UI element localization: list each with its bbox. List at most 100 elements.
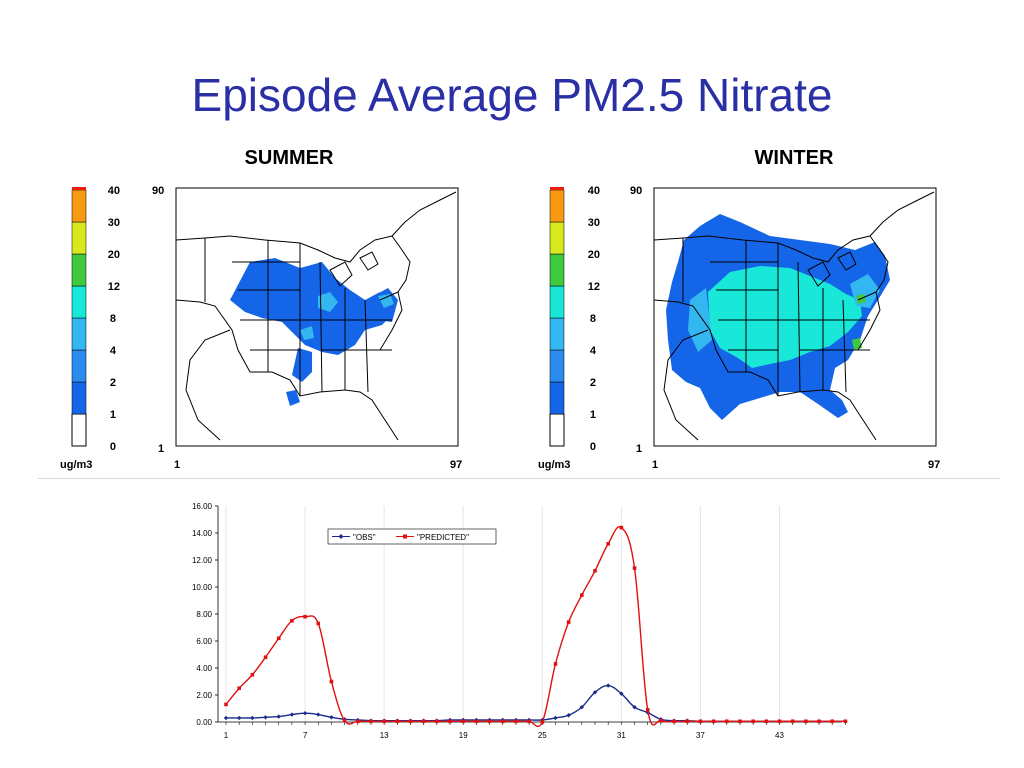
map-y-bottom-label: 1: [636, 443, 642, 455]
obs-data-point: [553, 715, 558, 721]
predicted-data-point: [817, 719, 821, 724]
predicted-data-point: [342, 718, 347, 723]
predicted-data-point: [619, 525, 624, 530]
obs-data-point: [223, 715, 229, 721]
map-y-bottom-label: 1: [158, 443, 164, 455]
predicted-data-point: [369, 719, 373, 724]
predicted-data-point: [435, 719, 439, 724]
predicted-data-point: [790, 719, 795, 724]
predicted-data-point: [606, 542, 610, 546]
nitrate-field-cyan: [318, 292, 338, 312]
colorbar-label-7: 30: [588, 217, 600, 229]
predicted-data-point: [580, 593, 584, 597]
predicted-data-point: [843, 719, 848, 724]
predicted-data-point: [711, 719, 716, 724]
legend-obs-marker: [338, 534, 344, 539]
nitrate-field-cyan-3: [300, 326, 314, 340]
colorbar-label-8: 40: [108, 185, 120, 197]
predicted-data-point: [382, 719, 386, 724]
map-y-top-label: 90: [152, 185, 164, 197]
predicted-data-point: [645, 708, 650, 712]
map-x-left-label: 1: [652, 459, 658, 471]
predicted-data-point: [685, 719, 690, 724]
predicted-data-point: [527, 719, 531, 724]
y-tick-label: 4.00: [196, 664, 212, 673]
predicted-data-point: [777, 719, 782, 724]
colorbar-label-8: 40: [588, 185, 600, 197]
predicted-data-point: [698, 719, 703, 724]
predicted-data-point: [593, 569, 597, 573]
nitrate-field-cyan-2: [378, 294, 394, 308]
nitrate-field-blue-2: [292, 348, 312, 382]
colorbar-swatch-8: [72, 187, 86, 190]
predicted-data-point: [263, 655, 268, 659]
predicted-data-point: [408, 719, 413, 724]
obs-data-point: [289, 712, 295, 717]
obs-data-point: [605, 683, 611, 688]
y-tick-label: 0.00: [196, 718, 212, 727]
predicted-data-point: [672, 719, 676, 724]
legend-predicted-label: "PREDICTED": [417, 533, 469, 542]
legend-obs-label: "OBS": [353, 533, 376, 542]
chart-grid: [225, 506, 780, 722]
section-divider: [38, 478, 1000, 479]
y-tick-label: 10.00: [192, 583, 213, 592]
predicted-data-point: [830, 719, 835, 724]
x-tick-label: 31: [617, 731, 626, 740]
colorbar-label-3: 4: [110, 345, 117, 357]
predicted-data-point: [461, 719, 466, 724]
predicted-data-point: [237, 686, 241, 691]
predicted-data-point: [751, 719, 755, 724]
chart-series: [223, 525, 848, 728]
predicted-data-point: [276, 636, 281, 641]
predicted-series-line: [225, 526, 846, 728]
y-tick-label: 8.00: [196, 610, 212, 619]
predicted-data-point: [764, 719, 769, 724]
y-tick-label: 16.00: [192, 502, 213, 511]
slide-title: Episode Average PM2.5 Nitrate: [191, 69, 833, 121]
predicted-data-point: [448, 719, 452, 724]
nitrate-field-blue-3: [286, 390, 300, 406]
winter-map-panel: 0 1 2 4 8 12 20 30 40 ug/m3 90 1 1 97: [538, 185, 940, 471]
predicted-data-point: [738, 719, 742, 724]
y-tick-label: 14.00: [192, 529, 213, 538]
summer-map-panel: 0 1 2 4 8 12 20 30 40 ug/m3 90 1 1 97: [60, 185, 462, 471]
map-boundaries: [653, 191, 935, 441]
summer-heading: SUMMER: [244, 147, 334, 169]
colorbar-label-2: 2: [590, 377, 596, 389]
obs-data-point: [329, 715, 334, 720]
colorbar-unit: ug/m3: [538, 459, 570, 471]
predicted-data-point: [290, 618, 294, 623]
map-y-top-label: 90: [630, 185, 642, 197]
map-x-left-label: 1: [174, 459, 180, 471]
predicted-data-point: [514, 719, 518, 724]
map-boundaries: [175, 191, 457, 441]
colorbar-label-7: 30: [108, 217, 120, 229]
obs-data-point: [632, 704, 637, 710]
colorbar-label-6: 20: [108, 249, 120, 261]
predicted-data-point: [329, 679, 334, 684]
colorbar-label-1: 1: [590, 409, 596, 421]
predicted-data-point: [553, 662, 558, 666]
y-tick-label: 2.00: [196, 691, 212, 700]
nitrate-field-blue: [230, 258, 395, 355]
colorbar-unit: ug/m3: [60, 459, 92, 471]
colorbar-label-0: 0: [110, 441, 116, 453]
colorbar-swatch-8: [550, 187, 564, 190]
colorbar-label-1: 1: [110, 409, 116, 421]
obs-data-point: [619, 691, 624, 696]
map-x-right-label: 97: [928, 459, 940, 471]
predicted-data-point: [724, 719, 729, 724]
obs-data-point: [276, 714, 281, 719]
colorbar-label-5: 12: [108, 281, 120, 293]
obs-data-point: [236, 715, 242, 721]
x-tick-label: 43: [775, 731, 784, 740]
x-tick-label: 25: [538, 731, 547, 740]
predicted-data-point: [395, 719, 400, 724]
predicted-data-point: [500, 719, 505, 724]
winter-map: [653, 187, 937, 447]
obs-data-point: [263, 715, 268, 720]
predicted-data-point: [659, 718, 663, 723]
x-tick-label: 19: [459, 731, 468, 740]
